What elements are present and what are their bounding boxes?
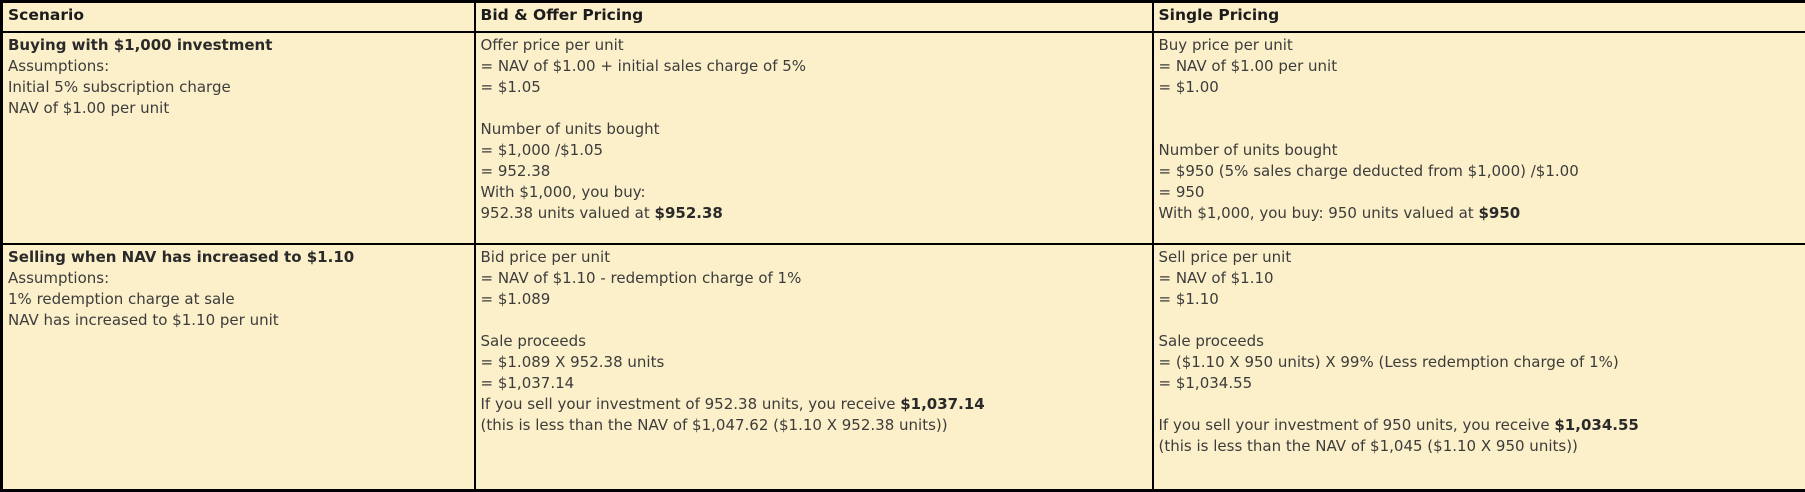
text-line: 1% redemption charge at sale: [8, 289, 470, 310]
result-value: $1,037.14: [900, 395, 984, 413]
selling-single-note-line: (this is less than the NAV of $1,045 ($1…: [1159, 436, 1802, 457]
result-text: If you sell your investment of 950 units…: [1159, 416, 1555, 434]
cell-selling-bid-offer-calculation: Bid price per unit= NAV of $1.10 - redem…: [475, 244, 1153, 490]
selling-scenario-row: Selling when NAV has increased to $1.10 …: [2, 244, 1805, 490]
text-line: [481, 98, 1148, 119]
buying-scenario-title: Buying with $1,000 investment: [8, 35, 470, 56]
text-line: Number of units bought: [481, 119, 1148, 140]
buying-bid-offer-result-line: 952.38 units valued at $952.38: [481, 203, 1148, 224]
result-value: $952.38: [655, 204, 723, 222]
text-line: = $1.05: [481, 77, 1148, 98]
cell-buying-bid-offer-calculation: Offer price per unit= NAV of $1.00 + ini…: [475, 32, 1153, 244]
text-line: = $1.089 X 952.38 units: [481, 352, 1148, 373]
buying-scenario-row: Buying with $1,000 investment Assumption…: [2, 32, 1805, 244]
text-line: = $1,000 /$1.05: [481, 140, 1148, 161]
text-line: = NAV of $1.10: [1159, 268, 1802, 289]
selling-scenario-title: Selling when NAV has increased to $1.10: [8, 247, 470, 268]
text-line: Number of units bought: [1159, 140, 1802, 161]
text-line: [1159, 310, 1802, 331]
text-line: = 952.38: [481, 161, 1148, 182]
text-line: = $1,037.14: [481, 373, 1148, 394]
selling-bid-offer-calculation-lines: Bid price per unit= NAV of $1.10 - redem…: [481, 247, 1148, 394]
result-text: 952.38 units valued at: [481, 204, 655, 222]
text-line: [1159, 119, 1802, 140]
result-text: If you sell your investment of 952.38 un…: [481, 395, 901, 413]
cell-buying-single-calculation: Buy price per unit= NAV of $1.00 per uni…: [1153, 32, 1805, 244]
selling-bid-offer-result-line: If you sell your investment of 952.38 un…: [481, 394, 1148, 415]
text-line: [1159, 98, 1802, 119]
cell-buying-scenario: Buying with $1,000 investment Assumption…: [2, 32, 475, 244]
text-line: = NAV of $1.00 + initial sales charge of…: [481, 56, 1148, 77]
text-line: Sale proceeds: [481, 331, 1148, 352]
text-line: [481, 310, 1148, 331]
selling-single-calculation-lines: Sell price per unit= NAV of $1.10= $1.10…: [1159, 247, 1802, 415]
selling-bid-offer-note-line: (this is less than the NAV of $1,047.62 …: [481, 415, 1148, 436]
cell-selling-scenario: Selling when NAV has increased to $1.10 …: [2, 244, 475, 490]
result-value: $950: [1478, 204, 1520, 222]
text-line: Bid price per unit: [481, 247, 1148, 268]
table-header-row: Scenario Bid & Offer Pricing Single Pric…: [2, 2, 1805, 33]
text-line: NAV of $1.00 per unit: [8, 98, 470, 119]
result-text: With $1,000, you buy: 950 units valued a…: [1159, 204, 1479, 222]
text-line: Sell price per unit: [1159, 247, 1802, 268]
column-header-bid-offer-pricing: Bid & Offer Pricing: [475, 2, 1153, 33]
buying-single-calculation-lines: Buy price per unit= NAV of $1.00 per uni…: [1159, 35, 1802, 203]
text-line: Buy price per unit: [1159, 35, 1802, 56]
text-line: = $950 (5% sales charge deducted from $1…: [1159, 161, 1802, 182]
text-line: = $1.00: [1159, 77, 1802, 98]
text-line: Assumptions:: [8, 268, 470, 289]
text-line: = $1.10: [1159, 289, 1802, 310]
selling-scenario-assumptions: Assumptions:1% redemption charge at sale…: [8, 268, 470, 331]
column-header-single-pricing: Single Pricing: [1153, 2, 1805, 33]
text-line: = ($1.10 X 950 units) X 99% (Less redemp…: [1159, 352, 1802, 373]
text-line: = 950: [1159, 182, 1802, 203]
text-line: With $1,000, you buy:: [481, 182, 1148, 203]
text-line: = $1.089: [481, 289, 1148, 310]
text-line: = NAV of $1.00 per unit: [1159, 56, 1802, 77]
buying-single-result-line: With $1,000, you buy: 950 units valued a…: [1159, 203, 1802, 224]
text-line: Sale proceeds: [1159, 331, 1802, 352]
selling-single-result-line: If you sell your investment of 950 units…: [1159, 415, 1802, 436]
cell-selling-single-calculation: Sell price per unit= NAV of $1.10= $1.10…: [1153, 244, 1805, 490]
text-line: [1159, 394, 1802, 415]
text-line: Assumptions:: [8, 56, 470, 77]
text-line: NAV has increased to $1.10 per unit: [8, 310, 470, 331]
text-line: = NAV of $1.10 - redemption charge of 1%: [481, 268, 1148, 289]
column-header-scenario: Scenario: [2, 2, 475, 33]
buying-bid-offer-calculation-lines: Offer price per unit= NAV of $1.00 + ini…: [481, 35, 1148, 203]
buying-scenario-assumptions: Assumptions:Initial 5% subscription char…: [8, 56, 470, 119]
text-line: Offer price per unit: [481, 35, 1148, 56]
text-line: = $1,034.55: [1159, 373, 1802, 394]
text-line: Initial 5% subscription charge: [8, 77, 470, 98]
result-value: $1,034.55: [1554, 416, 1638, 434]
